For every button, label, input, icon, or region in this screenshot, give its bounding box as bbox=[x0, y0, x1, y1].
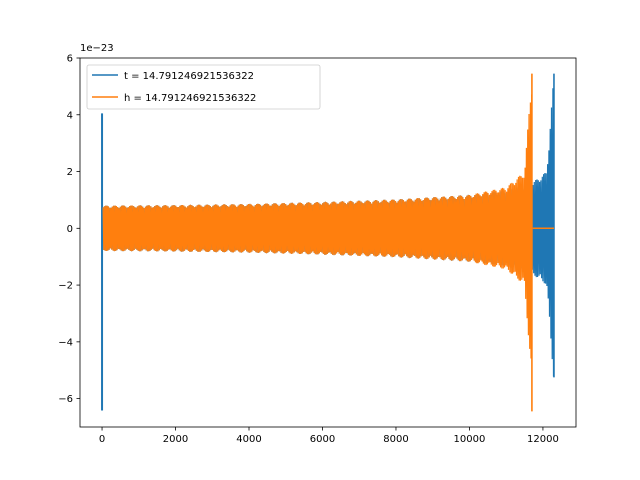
plot-area bbox=[101, 73, 555, 412]
y-tick-label: 6 bbox=[67, 54, 73, 65]
y-tick-label: −4 bbox=[58, 337, 73, 348]
axis-ticks: 0 2000 4000 6000 8000 10000 12000 −6 −4 −2 0 2 4 6 bbox=[58, 54, 559, 446]
x-tick-label: 2000 bbox=[163, 434, 188, 445]
y-tick-label: 2 bbox=[67, 167, 73, 178]
x-tick-label: 4000 bbox=[236, 434, 261, 445]
axes-frame bbox=[79, 57, 577, 428]
y-tick-label: 0 bbox=[67, 224, 73, 235]
legend: t = 14.791246921536322 h = 14.7912469215… bbox=[86, 64, 321, 110]
x-tick-label: 6000 bbox=[310, 434, 335, 445]
x-tick-label: 10000 bbox=[454, 434, 486, 445]
y-tick-label: −2 bbox=[58, 281, 73, 292]
y-tick-label: −6 bbox=[58, 394, 73, 405]
legend-box bbox=[86, 64, 321, 110]
x-tick-label: 12000 bbox=[527, 434, 559, 445]
legend-label-h: h = 14.791246921536322 bbox=[124, 93, 256, 104]
y-offset-label: 1e−23 bbox=[80, 43, 114, 54]
series-h-line bbox=[102, 94, 533, 359]
legend-label-t: t = 14.791246921536322 bbox=[124, 71, 254, 82]
y-tick-label: 4 bbox=[67, 110, 73, 121]
x-tick-label: 8000 bbox=[383, 434, 408, 445]
x-tick-label: 0 bbox=[99, 434, 105, 445]
